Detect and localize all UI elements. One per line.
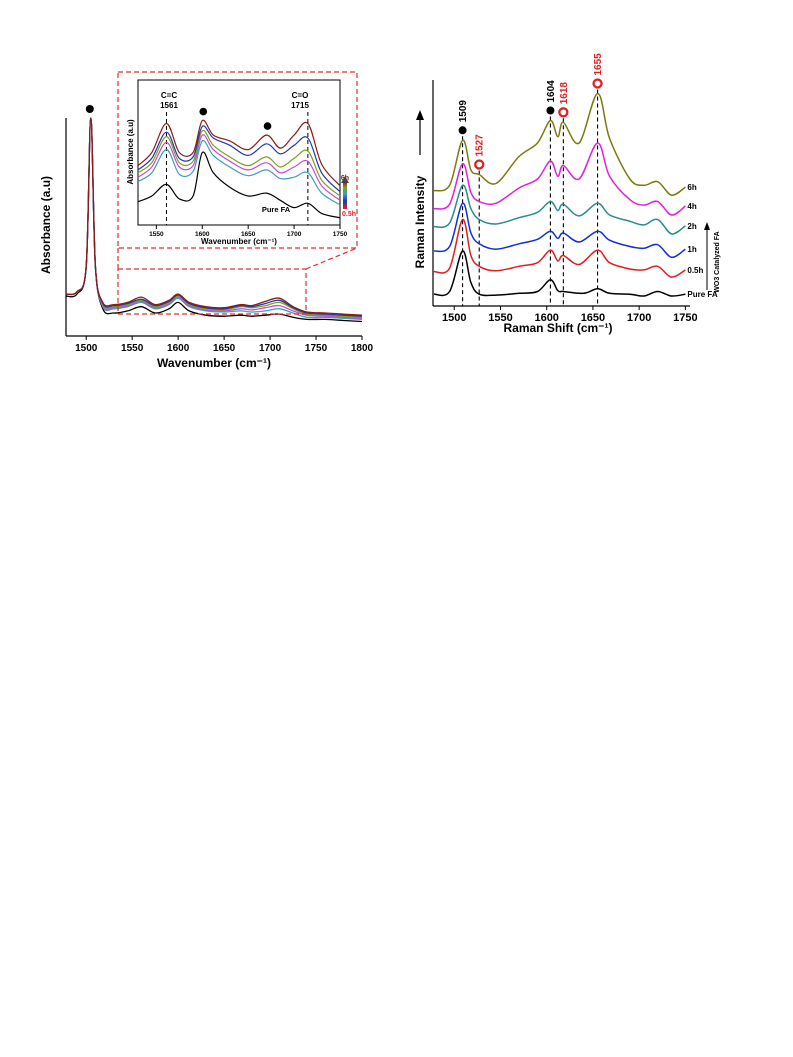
raman-series-label-5: 6h [687,183,696,192]
raman-side-arrow-icon [704,222,710,230]
inset-panel: 1550 1600 1650 1700 1750 C=C 1561 C=O 1715 P… [126,79,356,246]
raman-peak-marker-2 [546,106,555,115]
ftir-x-tick-label: 1500 [75,343,98,354]
raman-series-line-2 [433,202,686,259]
raman-peak-label-4: 1655 [593,53,604,76]
inset-colorbar-arrow-icon [341,176,349,183]
raman-side-label: WO3 Catalyzed FA [714,231,721,292]
raman-peak-marker-4 [592,78,603,89]
raman-peak-label-0: 1509 [458,100,469,123]
raman-x-tick-label: 1650 [581,312,605,324]
raman-series-label-0: Pure FA [687,290,717,299]
raman-series-label-1: 0.5h [687,266,703,275]
raman-peak-marker-1 [474,159,485,170]
zoom-region-box [117,268,307,315]
raman-peak-marker-0 [458,126,467,135]
inset-series-line-1 [137,139,341,206]
inset-plot-area [137,79,341,226]
raman-x-tick-label: 1500 [442,312,466,324]
inset-series-line-5 [137,119,341,187]
ftir-series-line-5 [65,117,363,316]
raman-x-tick-label: 1750 [673,312,697,324]
ftir-x-tick-label: 1550 [121,343,144,354]
inset-x-tick-label: 1750 [333,231,348,238]
ftir-x-tick-label: 1750 [305,343,328,354]
inset-annotation-cc-value: 1561 [160,101,178,110]
raman-xlabel: Raman Shift (cm⁻¹) [503,321,612,335]
ftir-x-tick-label: 1700 [259,343,282,354]
raman-series-line-3 [433,184,686,235]
inset-annotation-co-value: 1715 [291,101,309,110]
inset-series-line-4 [137,125,341,193]
raman-series-label-2: 1h [687,245,696,254]
zoom-connector-right [305,247,358,270]
raman-series-line-4 [433,142,686,216]
inset-frame [117,71,358,249]
ftir-ylabel: Absorbance (a.u) [39,176,53,274]
ftir-x-tick-label: 1600 [167,343,190,354]
ftir-panel: 1500 1550 1600 1650 1700 1750 1800 Wavenumber … [39,71,374,370]
raman-series-line-5 [433,92,686,196]
inset-ylabel: Absorbance (a.u) [126,119,135,185]
inset-colorbar-bottom-label: 0.5h [342,211,356,218]
raman-series-line-0 [433,250,686,297]
inset-x-tick-label: 1600 [195,231,210,238]
inset-colorbar-top-label: 6h [341,175,349,182]
inset-series-line-2 [137,134,341,201]
inset-x-tick-label: 1650 [241,231,256,238]
raman-x-tick-label: 1700 [627,312,651,324]
raman-series-label-4: 4h [687,202,696,211]
ftir-x-tick-label: 1800 [351,343,374,354]
inset-annotation-cc-label: C=C [161,91,177,100]
inset-x-tick-label: 1700 [287,231,302,238]
inset-peak-marker-0 [199,107,208,116]
raman-panel: 1500 1550 1600 1650 1700 1750 1509 1527 1604 161… [413,53,721,335]
inset-curve-label: Pure FA [262,205,291,214]
raman-peak-label-1: 1527 [475,134,486,157]
raman-series-line-1 [433,218,686,278]
ftir-x-tick-label: 1650 [213,343,236,354]
raman-ylabel: Raman Intensity [413,175,427,268]
inset-colorbar [343,182,347,209]
inset-x-tick-label: 1550 [149,231,164,238]
ftir-xlabel: Wavenumber (cm⁻¹) [157,356,271,370]
raman-ylabel-arrow-icon [416,110,424,120]
raman-peak-label-3: 1618 [559,82,570,105]
inset-series-line-0 [137,151,341,219]
raman-x-tick-label: 1600 [534,312,558,324]
raman-peak-marker-3 [558,107,569,118]
inset-series-line-3 [137,129,341,197]
inset-peak-marker-1 [263,122,272,130]
inset-xlabel: Wavenumber (cm⁻¹) [201,237,277,246]
ftir-main-peak-marker [85,105,94,113]
raman-x-tick-label: 1550 [488,312,512,324]
raman-peak-label-2: 1604 [546,80,557,103]
raman-series-label-3: 2h [687,222,696,231]
inset-annotation-co-label: C=O [292,91,309,100]
